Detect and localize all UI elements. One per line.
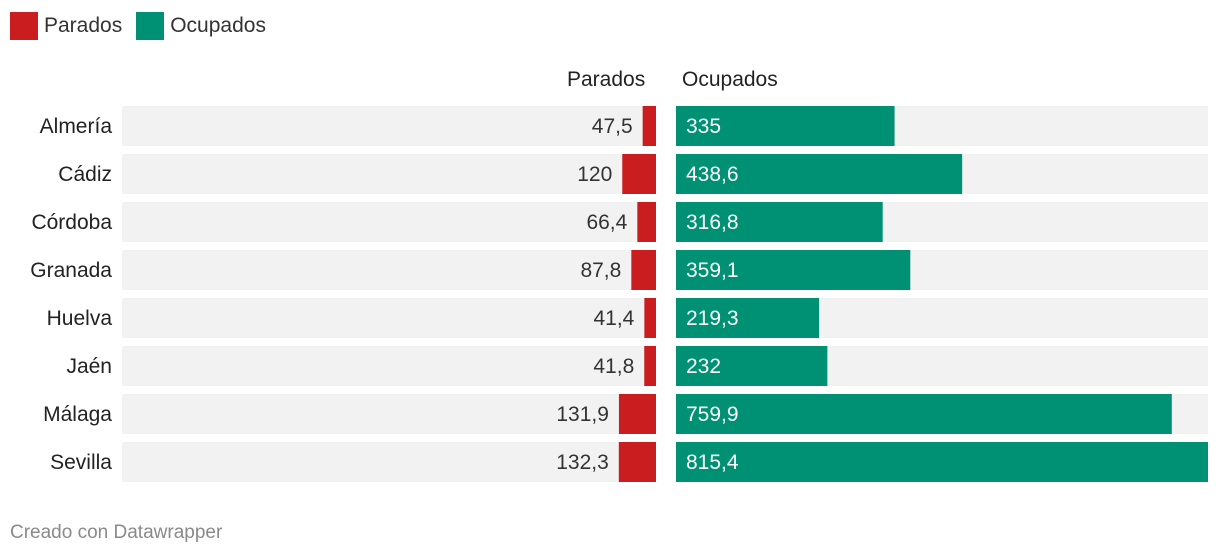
track-parados-jaen [122,346,656,386]
bar-parados-cordoba [637,202,656,242]
value-label-parados-cadiz: 120 [577,163,612,186]
value-label-ocupados-cordoba: 316,8 [686,211,739,234]
bar-parados-cadiz [622,154,656,194]
value-label-parados-malaga: 131,9 [556,403,609,426]
value-label-parados-cordoba: 66,4 [586,211,627,234]
track-parados-cadiz [122,154,656,194]
track-parados-malaga [122,394,656,434]
legend-label-ocupados: Ocupados [170,14,266,37]
bar-parados-jaen [644,346,656,386]
value-label-ocupados-sevilla: 815,4 [686,451,739,474]
row-label-huelva: Huelva [47,307,113,330]
value-label-ocupados-huelva: 219,3 [686,307,739,330]
bar-ocupados-cadiz [676,154,963,194]
value-label-parados-granada: 87,8 [580,259,621,282]
row-label-sevilla: Sevilla [50,451,112,474]
track-parados-sevilla [122,442,656,482]
value-label-ocupados-malaga: 759,9 [686,403,739,426]
value-label-parados-jaen: 41,8 [593,355,634,378]
bar-ocupados-almeria [676,106,895,146]
value-label-parados-huelva: 41,4 [593,307,634,330]
bar-parados-sevilla [618,442,656,482]
row-label-cadiz: Cádiz [58,163,112,186]
footer-credit: Creado con Datawrapper [10,522,223,543]
legend-swatch-parados [10,12,38,40]
track-parados-cordoba [122,202,656,242]
column-header-parados: Parados [567,68,646,91]
bar-parados-granada [631,250,656,290]
bar-parados-malaga [618,394,656,434]
row-label-almeria: Almería [40,115,113,138]
legend: Parados Ocupados [10,12,280,40]
legend-item-parados: Parados [10,12,122,40]
bar-ocupados-granada [676,250,911,290]
bar-ocupados-malaga [676,394,1172,434]
value-label-ocupados-jaen: 232 [686,355,721,378]
track-parados-huelva [122,298,656,338]
column-header-ocupados: Ocupados [682,68,778,91]
bar-ocupados-cordoba [676,202,883,242]
value-label-ocupados-granada: 359,1 [686,259,739,282]
row-label-cordoba: Córdoba [31,211,112,234]
legend-item-ocupados: Ocupados [136,12,266,40]
value-label-parados-sevilla: 132,3 [556,451,609,474]
value-label-ocupados-almeria: 335 [686,115,721,138]
track-parados-almeria [122,106,656,146]
legend-label-parados: Parados [44,14,123,37]
bar-ocupados-jaen [676,346,828,386]
bar-ocupados-huelva [676,298,820,338]
row-label-granada: Granada [30,259,112,282]
bar-parados-almeria [642,106,656,146]
row-label-malaga: Málaga [43,403,112,426]
row-label-jaen: Jaén [66,355,112,378]
legend-swatch-ocupados [136,12,165,40]
bar-parados-huelva [644,298,656,338]
track-parados-granada [122,250,656,290]
value-label-ocupados-cadiz: 438,6 [686,163,739,186]
bar-ocupados-sevilla [676,442,1208,482]
value-label-parados-almeria: 47,5 [592,115,633,138]
